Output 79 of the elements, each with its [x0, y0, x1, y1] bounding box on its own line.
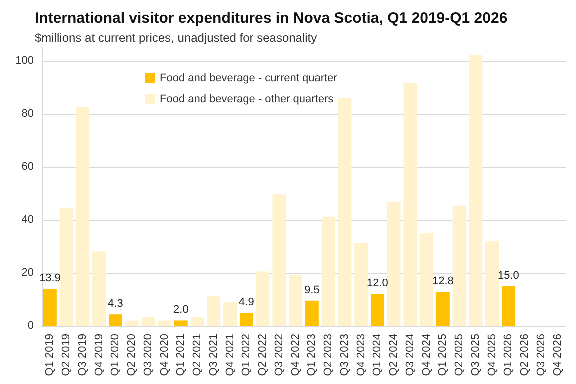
data-label: 13.9	[39, 272, 61, 285]
x-tick-label: Q3 2024	[404, 334, 416, 376]
bar	[436, 292, 450, 326]
x-tick-label: Q1 2024	[372, 334, 384, 376]
x-tick-label: Q2 2026	[519, 334, 532, 376]
bar	[452, 206, 466, 326]
chart-subtitle: $millions at current prices, unadjusted for seasonality	[35, 31, 318, 45]
bar	[43, 289, 57, 326]
x-tick-label: Q4 2021	[224, 334, 236, 376]
x-tick-label: Q2 2020	[126, 334, 138, 376]
x-tick-label: Q4 2020	[158, 334, 171, 376]
bar	[404, 82, 418, 326]
data-label: 12.0	[366, 278, 388, 290]
y-tick-label: 80	[22, 108, 34, 120]
x-tick-label: Q4 2022	[290, 334, 302, 376]
bar	[338, 98, 352, 326]
bar	[387, 202, 401, 326]
bar	[108, 314, 122, 326]
bar	[190, 318, 204, 326]
data-label: 9.5	[304, 284, 320, 296]
x-tick-label: Q3 2021	[208, 334, 220, 376]
x-tick-label: Q2 2021	[192, 334, 204, 376]
x-tick-label: Q3 2023	[338, 334, 351, 376]
x-tick-label: Q3 2020	[142, 334, 154, 376]
bar	[142, 318, 156, 326]
data-label: 4.3	[108, 298, 124, 310]
bar	[76, 107, 90, 326]
x-tick-label: Q4 2023	[355, 334, 368, 376]
x-tick-label: Q2 2019	[60, 334, 73, 376]
data-label: 15.0	[498, 270, 520, 282]
bar	[240, 313, 254, 326]
data-label: 4.9	[239, 296, 254, 309]
bar	[224, 302, 238, 326]
bar	[354, 243, 368, 326]
bar	[502, 286, 516, 326]
bar	[486, 241, 500, 326]
x-tick-label: Q4 2025	[486, 334, 498, 376]
bar	[272, 194, 286, 326]
x-tick-label: Q4 2026	[552, 334, 564, 376]
x-tick-label: Q1 2020	[110, 334, 122, 376]
bar	[60, 208, 74, 326]
legend-label: Food and beverage - other quarters	[160, 94, 334, 106]
bar	[322, 216, 336, 326]
bar	[256, 272, 270, 326]
data-label: 12.8	[432, 276, 454, 288]
bar	[289, 275, 303, 326]
data-label: 2.0	[174, 304, 189, 316]
bar	[207, 296, 221, 326]
x-tick-label: Q1 2022	[240, 334, 253, 376]
x-tick-label: Q3 2025	[470, 334, 482, 376]
x-tick-label: Q3 2022	[273, 334, 286, 376]
x-tick-label: Q3 2026	[535, 334, 548, 376]
x-tick-label: Q4 2024	[420, 334, 433, 376]
x-tick-label: Q1 2026	[502, 334, 515, 376]
bar	[420, 233, 434, 326]
x-tick-label: Q1 2021	[175, 334, 188, 376]
bar	[174, 320, 188, 326]
y-tick-label: 60	[22, 161, 34, 174]
bar	[370, 294, 384, 326]
y-tick-label: 20	[22, 267, 34, 280]
x-tick-label: Q2 2024	[388, 334, 400, 376]
bar	[469, 55, 483, 326]
x-tick-label: Q1 2025	[437, 334, 450, 376]
x-tick-label: Q2 2025	[454, 334, 466, 376]
x-tick-label: Q1 2023	[306, 334, 318, 376]
bar	[305, 300, 319, 326]
x-tick-label: Q3 2019	[76, 334, 89, 376]
bar	[125, 320, 139, 326]
y-tick-label: 40	[22, 214, 34, 226]
x-tick-label: Q4 2019	[93, 334, 106, 376]
chart-title: International visitor expenditures in Nova Scotia, Q1 2019-Q1 2026	[35, 10, 508, 27]
x-tick-label: Q2 2022	[257, 334, 270, 376]
bar	[92, 252, 106, 326]
x-tick-label: Q2 2023	[322, 334, 335, 376]
y-tick-label: 100	[16, 55, 34, 68]
bar	[158, 320, 172, 326]
x-tick-label: Q1 2019	[44, 334, 56, 376]
legend-label: Food and beverage - current quarter	[160, 72, 338, 84]
y-tick-label: 0	[28, 320, 34, 332]
